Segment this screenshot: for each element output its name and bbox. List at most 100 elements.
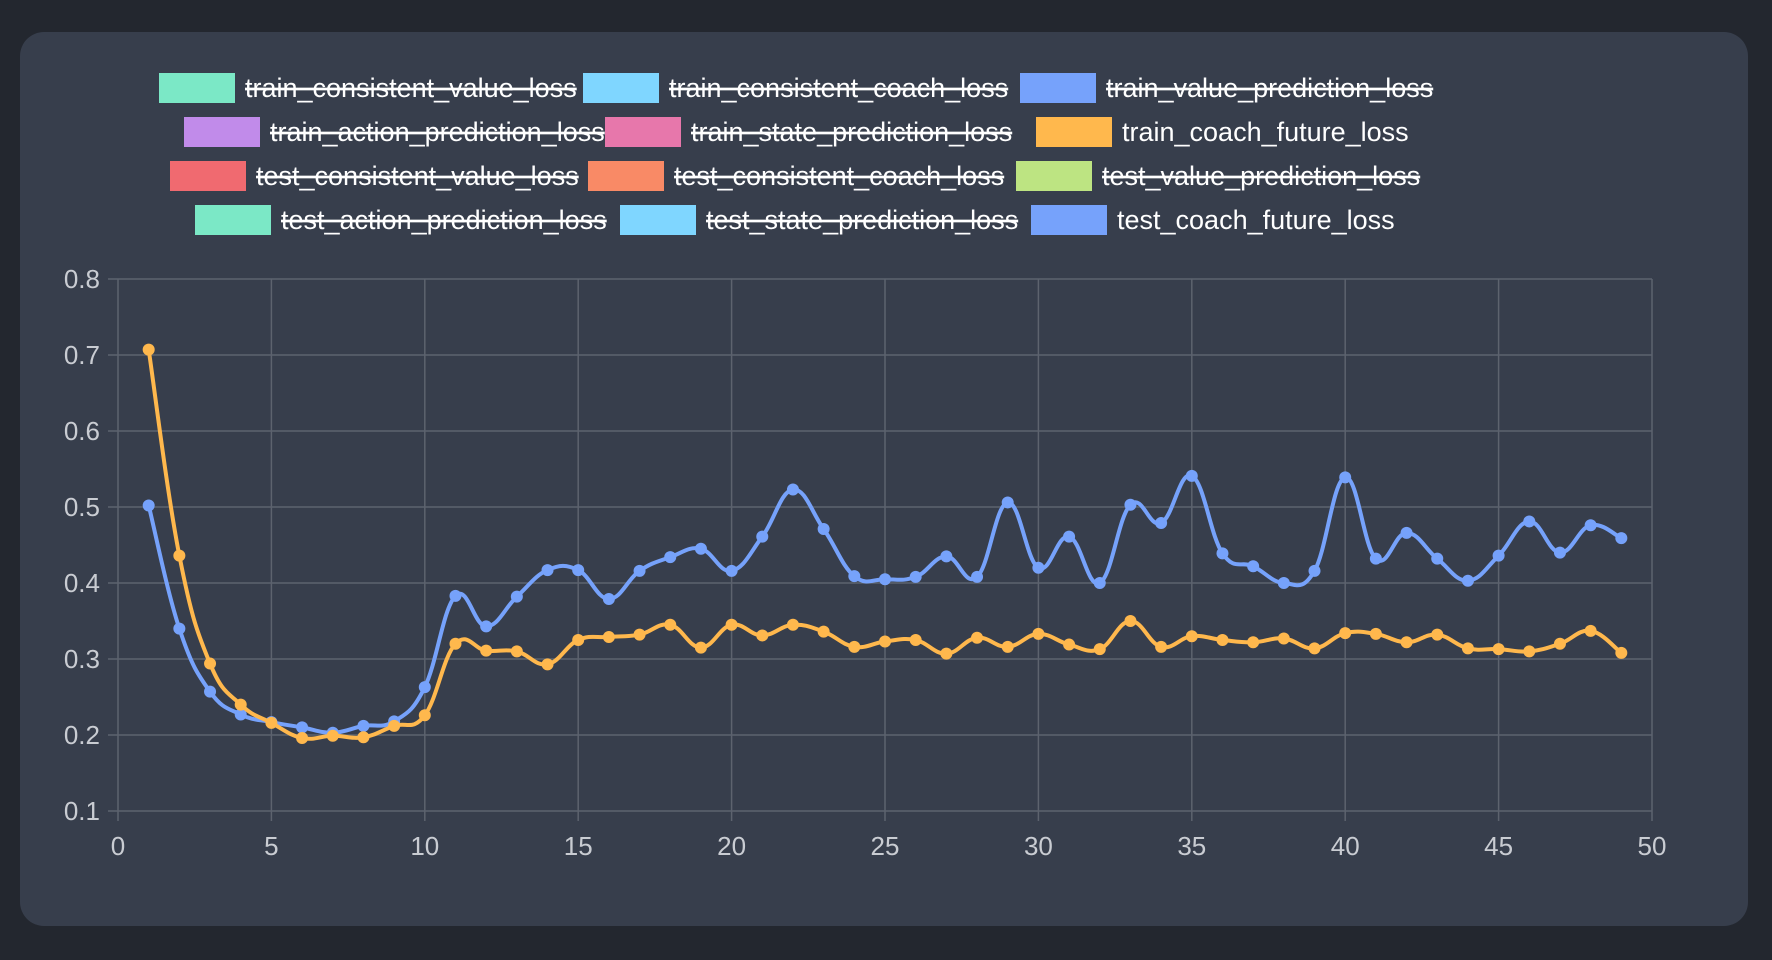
data-point[interactable]	[357, 719, 370, 732]
legend-item-test-coach-future-loss[interactable]: test_coach_future_loss	[1031, 205, 1395, 235]
data-point[interactable]	[142, 499, 155, 512]
data-point[interactable]	[1277, 577, 1290, 589]
data-point[interactable]	[449, 637, 462, 650]
data-point[interactable]	[173, 549, 186, 562]
legend-item-test-value-prediction-loss[interactable]: test_value_prediction_loss	[1016, 161, 1420, 191]
data-point[interactable]	[1431, 628, 1444, 641]
data-point[interactable]	[633, 628, 646, 641]
data-point[interactable]	[1155, 640, 1168, 653]
data-point[interactable]	[1032, 627, 1045, 640]
data-point[interactable]	[388, 719, 401, 732]
legend-item-test-consistent-coach-loss[interactable]: test_consistent_coach_loss	[588, 161, 1004, 191]
data-point[interactable]	[510, 645, 523, 658]
data-point[interactable]	[1001, 640, 1014, 653]
data-point[interactable]	[1584, 519, 1597, 532]
data-point[interactable]	[572, 634, 585, 646]
data-point[interactable]	[1185, 469, 1198, 482]
data-point[interactable]	[1553, 637, 1566, 650]
data-point[interactable]	[1247, 636, 1260, 649]
data-point[interactable]	[1400, 526, 1413, 539]
data-point[interactable]	[449, 589, 462, 602]
data-point[interactable]	[234, 708, 247, 721]
data-point[interactable]	[1369, 552, 1382, 565]
data-point[interactable]	[1277, 632, 1290, 645]
data-point[interactable]	[234, 698, 247, 711]
data-point[interactable]	[173, 622, 186, 635]
data-point[interactable]	[694, 641, 707, 654]
data-point[interactable]	[1461, 642, 1474, 655]
data-point[interactable]	[265, 716, 278, 729]
data-point[interactable]	[541, 564, 554, 577]
data-point[interactable]	[1155, 516, 1168, 529]
data-point[interactable]	[817, 625, 830, 638]
data-point[interactable]	[1400, 636, 1413, 649]
legend-item-test-state-prediction-loss[interactable]: test_state_prediction_loss	[620, 205, 1018, 235]
data-point[interactable]	[1216, 634, 1229, 646]
data-point[interactable]	[1615, 646, 1628, 659]
data-point[interactable]	[909, 570, 922, 583]
legend-item-train-consistent-coach-loss[interactable]: train_consistent_coach_loss	[583, 73, 1008, 103]
data-point[interactable]	[1369, 627, 1382, 640]
data-point[interactable]	[1461, 574, 1474, 587]
data-point[interactable]	[909, 634, 922, 646]
legend-item-train-value-prediction-loss[interactable]: train_value_prediction_loss	[1020, 73, 1433, 103]
data-point[interactable]	[1001, 496, 1014, 509]
data-point[interactable]	[1584, 624, 1597, 637]
data-point[interactable]	[971, 631, 984, 644]
data-point[interactable]	[1615, 532, 1628, 545]
data-point[interactable]	[1492, 549, 1505, 562]
data-point[interactable]	[1553, 546, 1566, 559]
data-point[interactable]	[940, 550, 953, 563]
data-point[interactable]	[1523, 645, 1536, 658]
legend-item-train-action-prediction-loss[interactable]: train_action_prediction_loss	[184, 117, 605, 147]
data-point[interactable]	[756, 629, 769, 642]
data-point[interactable]	[418, 709, 431, 722]
data-point[interactable]	[1308, 564, 1321, 577]
data-point[interactable]	[1339, 627, 1352, 640]
data-point[interactable]	[694, 542, 707, 555]
legend-item-test-consistent-value-loss[interactable]: test_consistent_value_loss	[170, 161, 579, 191]
data-point[interactable]	[633, 564, 646, 577]
data-point[interactable]	[1032, 561, 1045, 574]
data-point[interactable]	[879, 635, 891, 648]
data-point[interactable]	[1492, 643, 1505, 656]
data-point[interactable]	[204, 657, 217, 670]
data-point[interactable]	[879, 573, 891, 586]
data-point[interactable]	[1063, 638, 1076, 651]
data-point[interactable]	[1431, 552, 1444, 565]
data-point[interactable]	[1093, 577, 1106, 589]
legend-item-train-consistent-value-loss[interactable]: train_consistent_value_loss	[159, 73, 577, 103]
data-point[interactable]	[1124, 615, 1137, 627]
data-point[interactable]	[296, 721, 309, 734]
data-point[interactable]	[786, 483, 799, 496]
data-point[interactable]	[725, 618, 738, 631]
data-point[interactable]	[357, 731, 370, 744]
data-point[interactable]	[1124, 498, 1137, 511]
data-point[interactable]	[756, 530, 769, 543]
legend-item-train-coach-future-loss[interactable]: train_coach_future_loss	[1036, 117, 1409, 147]
data-point[interactable]	[602, 630, 615, 643]
data-point[interactable]	[725, 564, 738, 577]
data-point[interactable]	[572, 564, 585, 577]
data-point[interactable]	[817, 523, 830, 536]
data-point[interactable]	[786, 618, 799, 631]
data-point[interactable]	[480, 644, 493, 657]
data-point[interactable]	[541, 658, 554, 671]
data-point[interactable]	[848, 570, 861, 583]
data-point[interactable]	[142, 343, 155, 356]
data-point[interactable]	[1339, 471, 1352, 484]
data-point[interactable]	[1216, 547, 1229, 560]
data-point[interactable]	[296, 732, 309, 745]
data-point[interactable]	[1523, 515, 1536, 528]
data-point[interactable]	[1185, 630, 1198, 643]
data-point[interactable]	[602, 592, 615, 605]
data-point[interactable]	[1308, 642, 1321, 655]
data-point[interactable]	[418, 681, 431, 694]
data-point[interactable]	[1247, 560, 1260, 573]
legend-item-train-state-prediction-loss[interactable]: train_state_prediction_loss	[605, 117, 1012, 147]
data-point[interactable]	[1063, 530, 1076, 543]
data-point[interactable]	[326, 729, 339, 742]
data-point[interactable]	[480, 620, 493, 633]
data-point[interactable]	[664, 618, 677, 631]
data-point[interactable]	[664, 551, 677, 564]
